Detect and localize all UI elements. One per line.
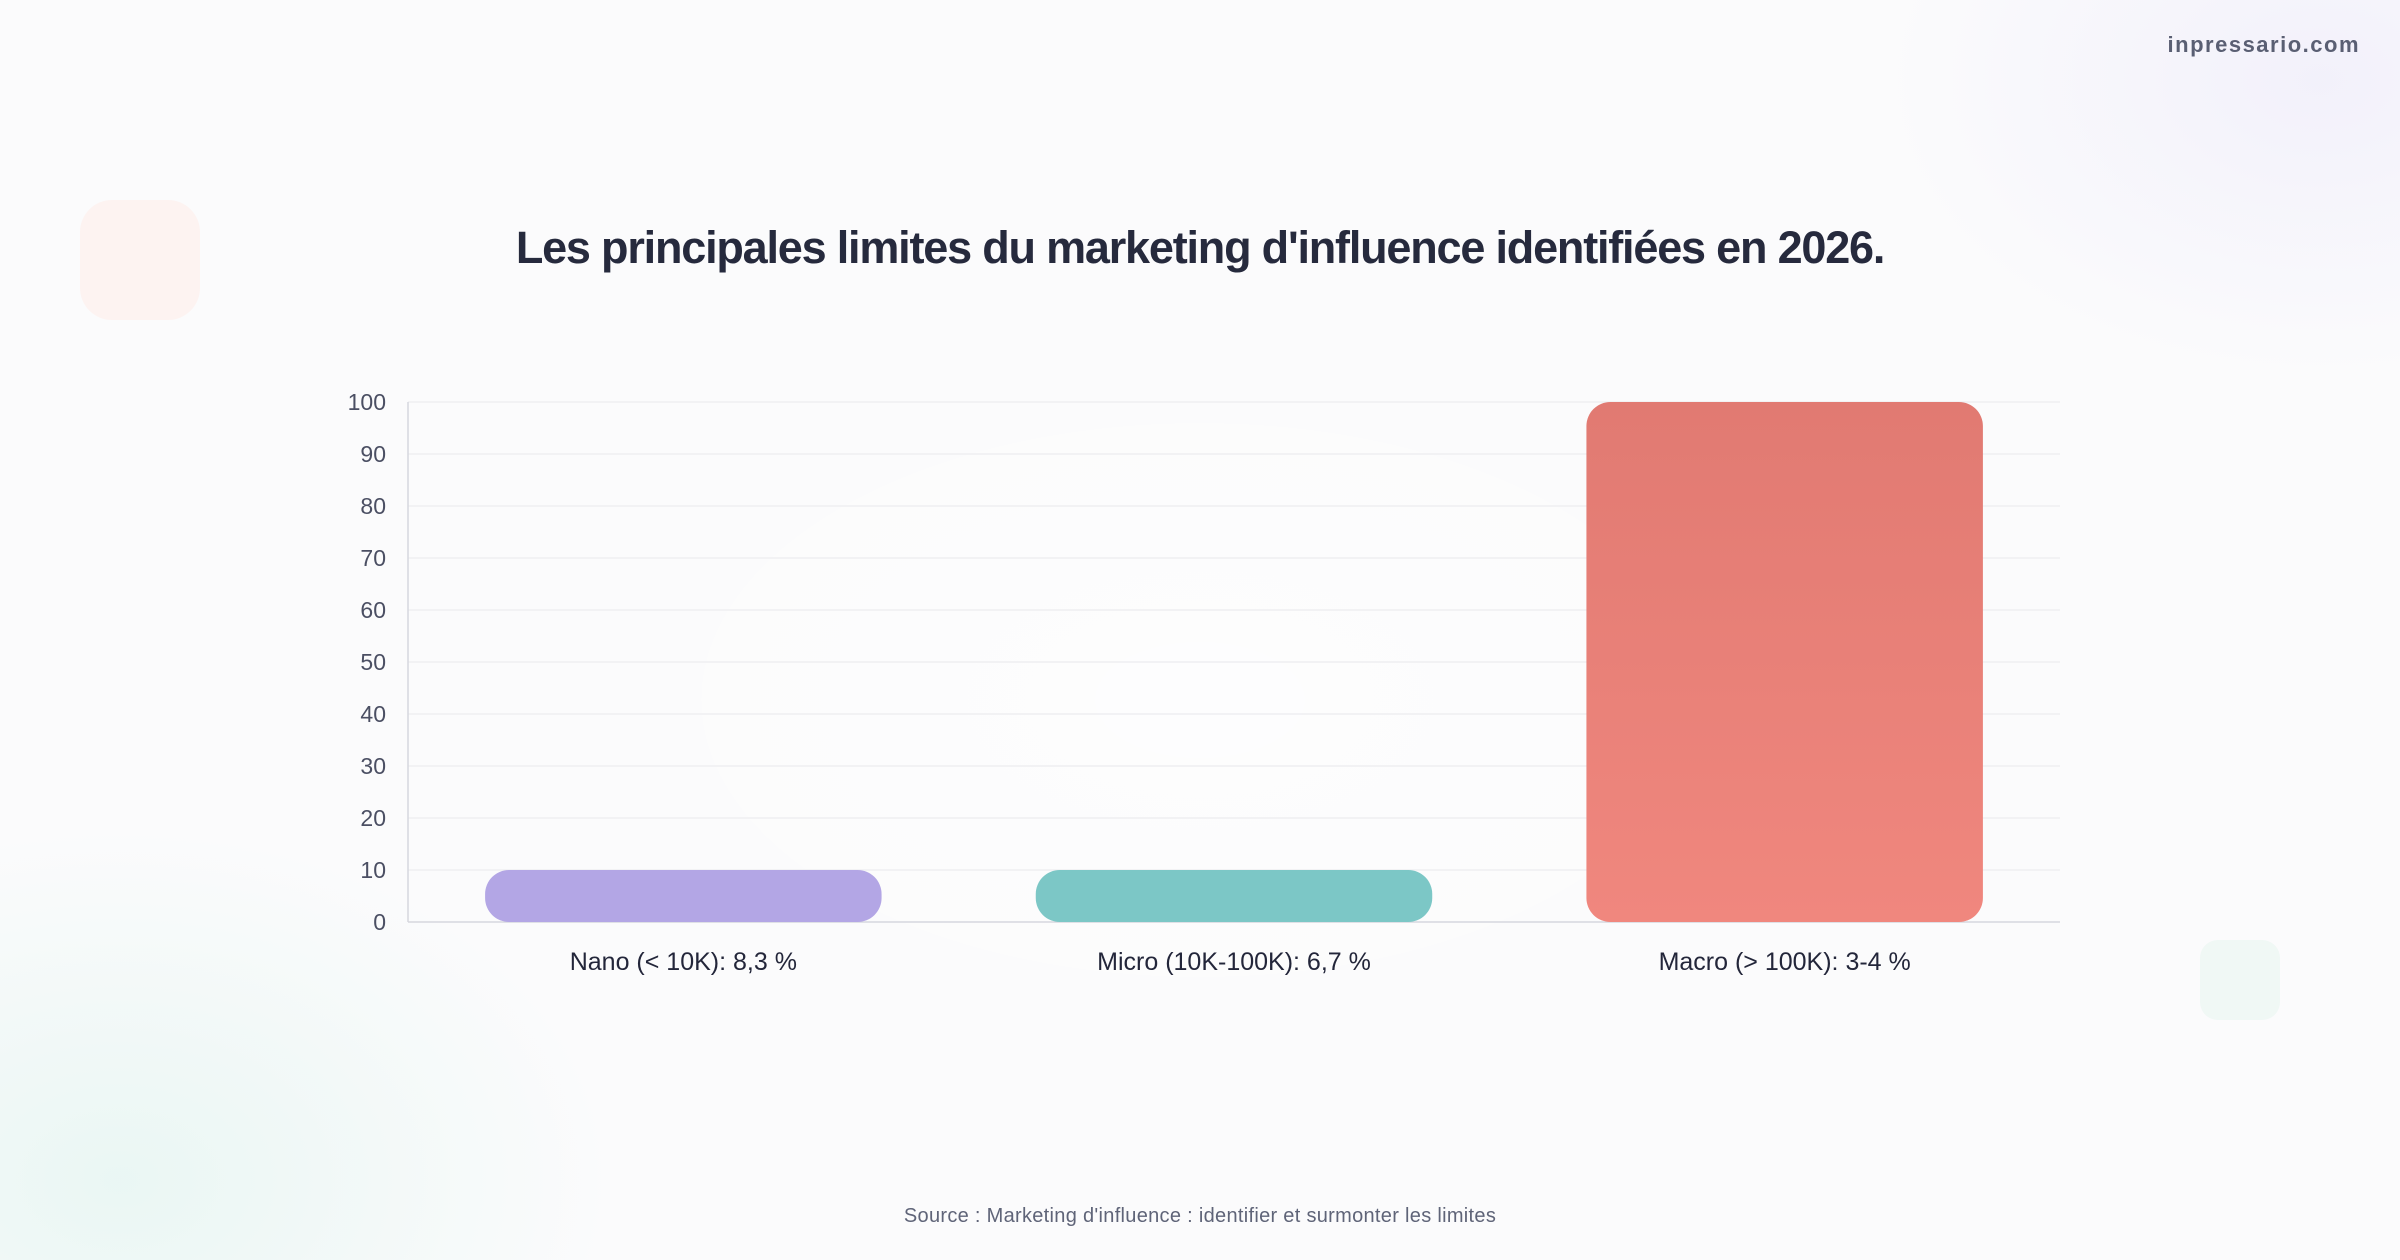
- x-category-label: Macro (> 100K): 3-4 %: [1659, 948, 1911, 976]
- y-tick-labels: 0 10 20 30 40 50 60 70 80 90 100: [348, 389, 386, 935]
- bar-micro[interactable]: [1035, 870, 1433, 922]
- y-tick-label: 90: [360, 441, 386, 467]
- y-tick-label: 40: [360, 701, 386, 727]
- source-note: Source : Marketing d'influence : identif…: [903, 1205, 1497, 1227]
- y-tick-label: 30: [360, 753, 386, 779]
- x-category-label: Nano (< 10K): 8,3 %: [570, 948, 797, 976]
- chart-title: Les principales limites du marketing d'i…: [515, 222, 1886, 273]
- y-tick-label: 0: [373, 909, 386, 935]
- brand-label[interactable]: inpressario.com: [2167, 32, 2360, 57]
- y-tick-label: 60: [360, 597, 386, 623]
- x-category-label: Micro (10K-100K): 6,7 %: [1097, 948, 1371, 976]
- y-tick-label: 70: [360, 545, 386, 571]
- bar-nano[interactable]: [485, 870, 882, 922]
- y-tick-label: 80: [360, 493, 386, 519]
- y-tick-label: 20: [360, 805, 386, 831]
- bars: [485, 402, 1983, 922]
- y-tick-label: 100: [348, 389, 386, 415]
- y-tick-label: 50: [360, 649, 386, 675]
- x-category-labels: Nano (< 10K): 8,3 % Micro (10K-100K): 6,7…: [570, 948, 1911, 976]
- decorative-square-small: [2200, 940, 2280, 1020]
- bar-macro[interactable]: [1586, 402, 1983, 922]
- decorative-square: [80, 200, 200, 320]
- y-tick-label: 10: [360, 857, 386, 883]
